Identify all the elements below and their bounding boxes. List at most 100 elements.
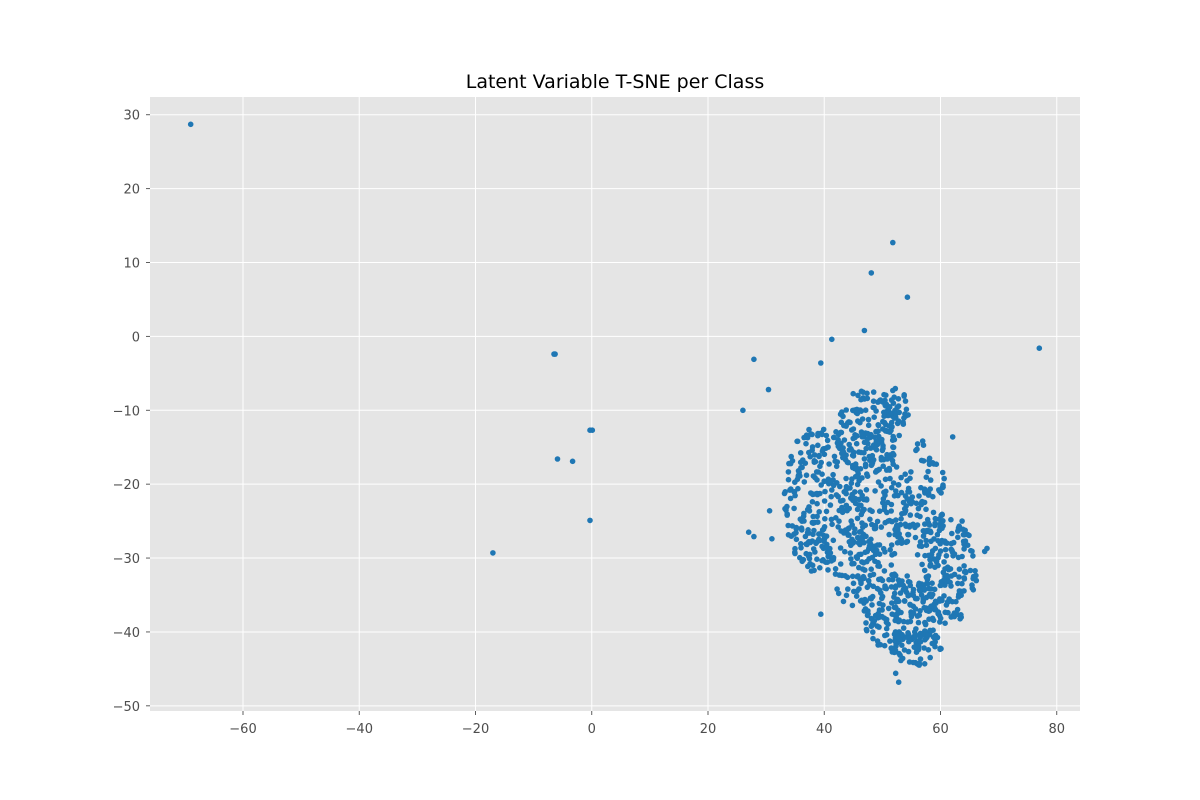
data-point	[864, 548, 870, 555]
data-point	[934, 531, 941, 538]
data-point	[784, 512, 790, 518]
data-point	[893, 517, 899, 523]
data-point	[943, 553, 950, 559]
data-point	[795, 485, 801, 492]
data-point	[862, 407, 869, 414]
data-point	[817, 565, 823, 571]
data-point	[865, 577, 872, 584]
data-point	[927, 477, 934, 483]
data-point	[870, 389, 877, 395]
data-point	[841, 437, 848, 443]
data-point	[803, 472, 810, 479]
data-point	[873, 438, 880, 445]
data-point	[932, 545, 939, 552]
data-point	[870, 629, 876, 635]
data-point	[834, 586, 840, 592]
data-point	[798, 541, 804, 547]
data-point	[897, 590, 904, 596]
data-point	[806, 551, 813, 558]
data-point	[867, 595, 874, 601]
data-point	[925, 581, 931, 587]
data-point	[948, 583, 954, 589]
data-point	[958, 592, 964, 599]
data-point	[925, 647, 932, 653]
data-point	[872, 445, 879, 452]
data-point	[981, 548, 988, 555]
data-point	[970, 553, 976, 559]
data-point	[961, 576, 968, 582]
data-point	[921, 661, 928, 667]
data-point	[916, 493, 922, 499]
data-point	[827, 550, 834, 556]
data-point	[883, 427, 889, 434]
data-point	[923, 474, 930, 481]
data-point	[788, 453, 794, 460]
data-point	[843, 407, 849, 413]
data-point	[858, 396, 864, 403]
data-point	[901, 393, 907, 399]
data-point	[801, 510, 807, 517]
data-point	[895, 403, 902, 409]
data-point	[878, 457, 885, 463]
x-tick-label: 0	[588, 722, 596, 737]
data-point	[875, 610, 881, 617]
x-tick-label: 80	[1048, 722, 1065, 737]
data-point	[883, 401, 890, 408]
data-point	[918, 592, 925, 598]
data-point	[892, 385, 899, 392]
data-point	[896, 409, 902, 416]
data-point	[845, 586, 851, 592]
data-point	[821, 498, 828, 504]
data-point	[792, 492, 798, 499]
data-point	[923, 542, 930, 548]
data-point	[927, 654, 933, 661]
data-point	[845, 525, 852, 532]
data-point	[814, 556, 820, 562]
data-point	[879, 607, 885, 613]
data-point	[857, 489, 864, 495]
data-point	[901, 506, 908, 512]
data-point	[959, 553, 965, 560]
data-point	[927, 592, 934, 598]
data-point	[810, 513, 816, 520]
data-point	[897, 652, 903, 658]
data-point	[931, 536, 937, 542]
data-point	[829, 336, 835, 343]
data-point	[914, 613, 921, 619]
data-point	[961, 588, 967, 594]
data-point	[932, 639, 938, 645]
data-point	[840, 449, 847, 455]
y-tick-label: −10	[113, 404, 140, 419]
data-point	[822, 559, 829, 565]
data-point	[870, 635, 876, 642]
data-point	[906, 659, 913, 665]
data-point	[900, 625, 907, 631]
data-point	[917, 656, 924, 662]
data-point	[881, 419, 888, 426]
data-point	[942, 546, 949, 553]
x-tick-label: −20	[462, 722, 489, 737]
data-point	[941, 475, 947, 482]
data-point	[869, 622, 875, 629]
data-point	[809, 491, 816, 498]
data-point	[849, 573, 856, 580]
data-point	[891, 590, 898, 597]
data-point	[863, 496, 870, 502]
data-point	[835, 436, 841, 443]
data-point	[849, 561, 855, 567]
data-point	[901, 598, 908, 604]
data-point	[805, 527, 811, 533]
data-point	[914, 595, 920, 602]
data-point	[932, 643, 938, 650]
data-point	[828, 516, 835, 523]
data-point	[918, 457, 925, 464]
data-point	[874, 518, 881, 525]
data-point	[861, 327, 868, 334]
data-point	[880, 463, 886, 470]
data-point	[961, 546, 967, 552]
data-point	[879, 399, 886, 405]
data-point	[955, 528, 961, 534]
data-point	[866, 543, 873, 549]
data-point	[915, 661, 921, 668]
